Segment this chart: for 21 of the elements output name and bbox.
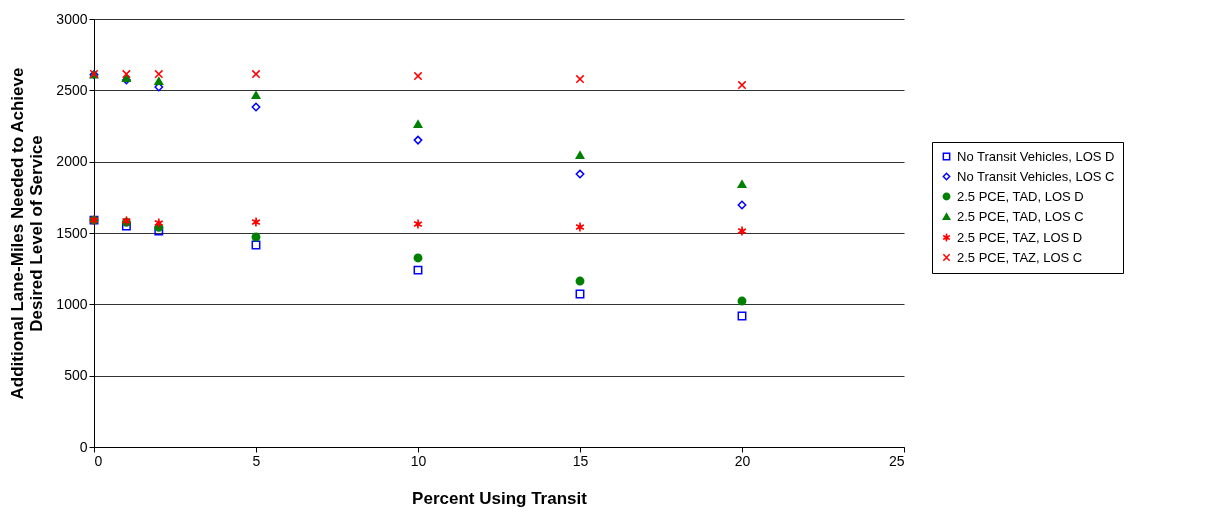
y-tick-label: 1000: [56, 295, 88, 312]
x-tick-label: 0: [94, 452, 103, 469]
legend-label: No Transit Vehicles, LOS C: [957, 168, 1115, 184]
legend-label: 2.5 PCE, TAZ, LOS C: [957, 249, 1083, 265]
y-tick-label: 0: [79, 438, 88, 455]
y-tick-label: 1500: [56, 224, 88, 241]
y-tick-label: 500: [64, 367, 88, 384]
y-tick-label: 3000: [56, 10, 88, 27]
x-tick-label: 10: [410, 452, 427, 469]
y-axis-title: Additional Lane-Miles Needed to Achieve Desired Level of Service: [8, 67, 47, 400]
legend-label: 2.5 PCE, TAZ, LOS D: [957, 229, 1083, 245]
y-tick-label: 2000: [56, 153, 88, 170]
legend-label: 2.5 PCE, TAD, LOS C: [957, 208, 1084, 224]
x-tick-label: 5: [252, 452, 261, 469]
x-tick-label: 20: [734, 452, 751, 469]
x-tick-label: 15: [572, 452, 589, 469]
y-tick-label: 2500: [56, 81, 88, 98]
x-axis-title: Percent Using Transit: [412, 488, 588, 508]
x-tick-label: 25: [888, 452, 905, 469]
legend-label: 2.5 PCE, TAD, LOS D: [957, 188, 1084, 204]
legend-label: No Transit Vehicles, LOS D: [957, 148, 1115, 164]
